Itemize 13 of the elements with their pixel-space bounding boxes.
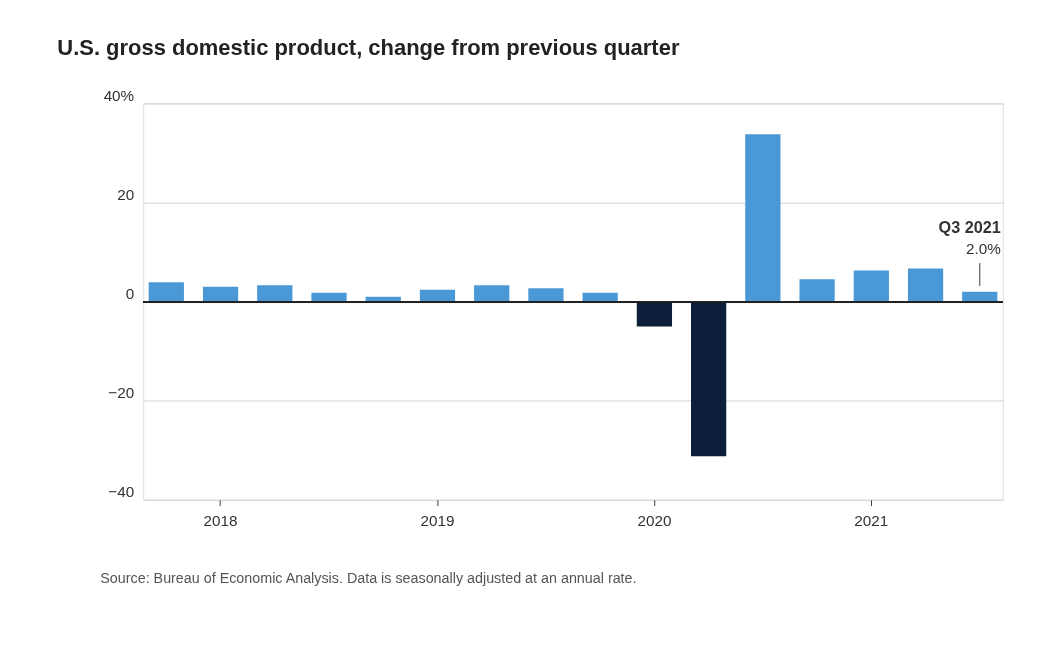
chart-title: U.S. gross domestic product, change from previous quarter [57,34,680,60]
y-tick-label: 40% [103,87,135,105]
source-note: Source: Bureau of Economic Analysis. Data is seasonally adjusted at an annual rate. [100,569,637,586]
data-label: 2.0% [966,240,1002,258]
y-tick-label: 0 [125,285,135,303]
x-tick-label: 2020 [637,512,672,530]
x-tick-label: 2021 [854,512,889,530]
x-tick-label: 2019 [420,512,455,530]
annotation: Q3 2021 [938,217,1001,236]
y-tick-label: −40 [108,483,135,501]
y-tick-label: 20 [117,186,135,204]
x-tick-label: 2018 [203,512,238,530]
y-tick-label: −20 [108,384,135,402]
